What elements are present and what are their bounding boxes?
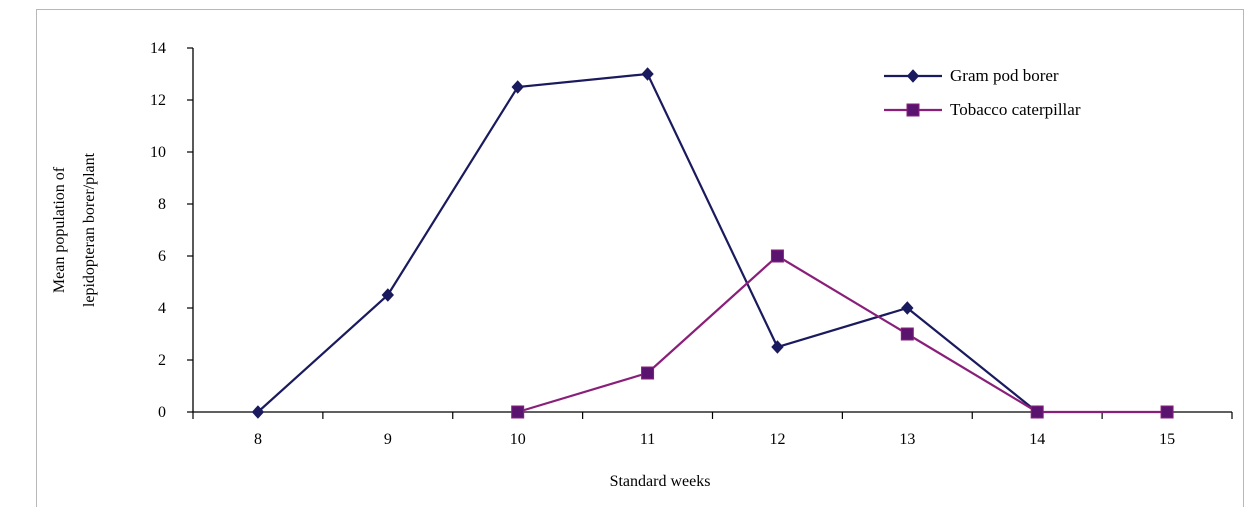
tobacco-caterpillar-line	[517, 254, 1168, 414]
legend-label: Tobacco caterpillar	[950, 100, 1081, 119]
y-tick-label: 12	[150, 92, 166, 109]
x-tick-label: 11	[640, 431, 655, 448]
y-ticks: 0 2 4 6 8 10 12 14	[150, 40, 193, 421]
x-tick-label: 13	[899, 431, 915, 448]
x-ticks: 8 9 10 11 12 13 14 15	[192, 412, 1233, 448]
gram-pod-borer-line	[257, 72, 1038, 413]
y-tick-label: 4	[158, 300, 166, 317]
x-tick-label: 9	[384, 431, 392, 448]
gram-pod-borer-point-3	[641, 67, 654, 81]
tobacco-caterpillar-point-5	[1160, 405, 1174, 419]
y-tick-label: 10	[150, 144, 166, 161]
y-tick-label: 8	[158, 196, 166, 213]
y-axis-title-line-1: Mean population of	[51, 166, 68, 293]
gram-pod-borer-point-4	[771, 340, 784, 354]
x-axis-title: Standard weeks	[610, 473, 711, 490]
gram-pod-borer-point-legend	[906, 69, 920, 83]
x-tick-label: 10	[510, 431, 526, 448]
tobacco-caterpillar-point-legend	[906, 103, 920, 117]
legend-entry-tobacco-caterpillar: Tobacco caterpillar	[884, 100, 1081, 119]
x-tick-label: 12	[769, 431, 785, 448]
y-tick-label: 2	[158, 352, 166, 369]
tobacco-caterpillar-point-4	[1030, 405, 1044, 419]
tobacco-caterpillar-point-0	[511, 405, 525, 419]
y-tick-label: 6	[158, 248, 166, 265]
gram-pod-borer-series	[251, 67, 1044, 419]
gram-pod-borer-point-0	[251, 405, 265, 419]
tobacco-caterpillar-point-2	[770, 249, 784, 263]
chart-frame	[36, 9, 1244, 507]
tobacco-caterpillar-series	[511, 249, 1174, 419]
legend: Gram pod borer Tobacco caterpillar	[884, 66, 1081, 119]
legend-label: Gram pod borer	[950, 66, 1059, 85]
tobacco-caterpillar-point-1	[641, 366, 655, 380]
legend-entry-gram-pod-borer: Gram pod borer	[884, 66, 1059, 85]
x-tick-label: 8	[254, 431, 262, 448]
gram-pod-borer-point-2	[511, 80, 524, 94]
series-layer	[251, 67, 1174, 419]
y-axis-title-line-2: lepidopteran borer/plant	[81, 152, 98, 307]
gram-pod-borer-point-5	[901, 301, 914, 315]
gram-pod-borer-point-1	[381, 288, 394, 302]
y-tick-label: 0	[158, 404, 166, 421]
y-tick-label: 14	[150, 40, 166, 57]
x-tick-label: 15	[1159, 431, 1175, 448]
y-axis-title: Mean population of lepidopteran borer/pl…	[51, 152, 98, 307]
tobacco-caterpillar-point-3	[900, 327, 914, 341]
x-tick-label: 14	[1029, 431, 1045, 448]
